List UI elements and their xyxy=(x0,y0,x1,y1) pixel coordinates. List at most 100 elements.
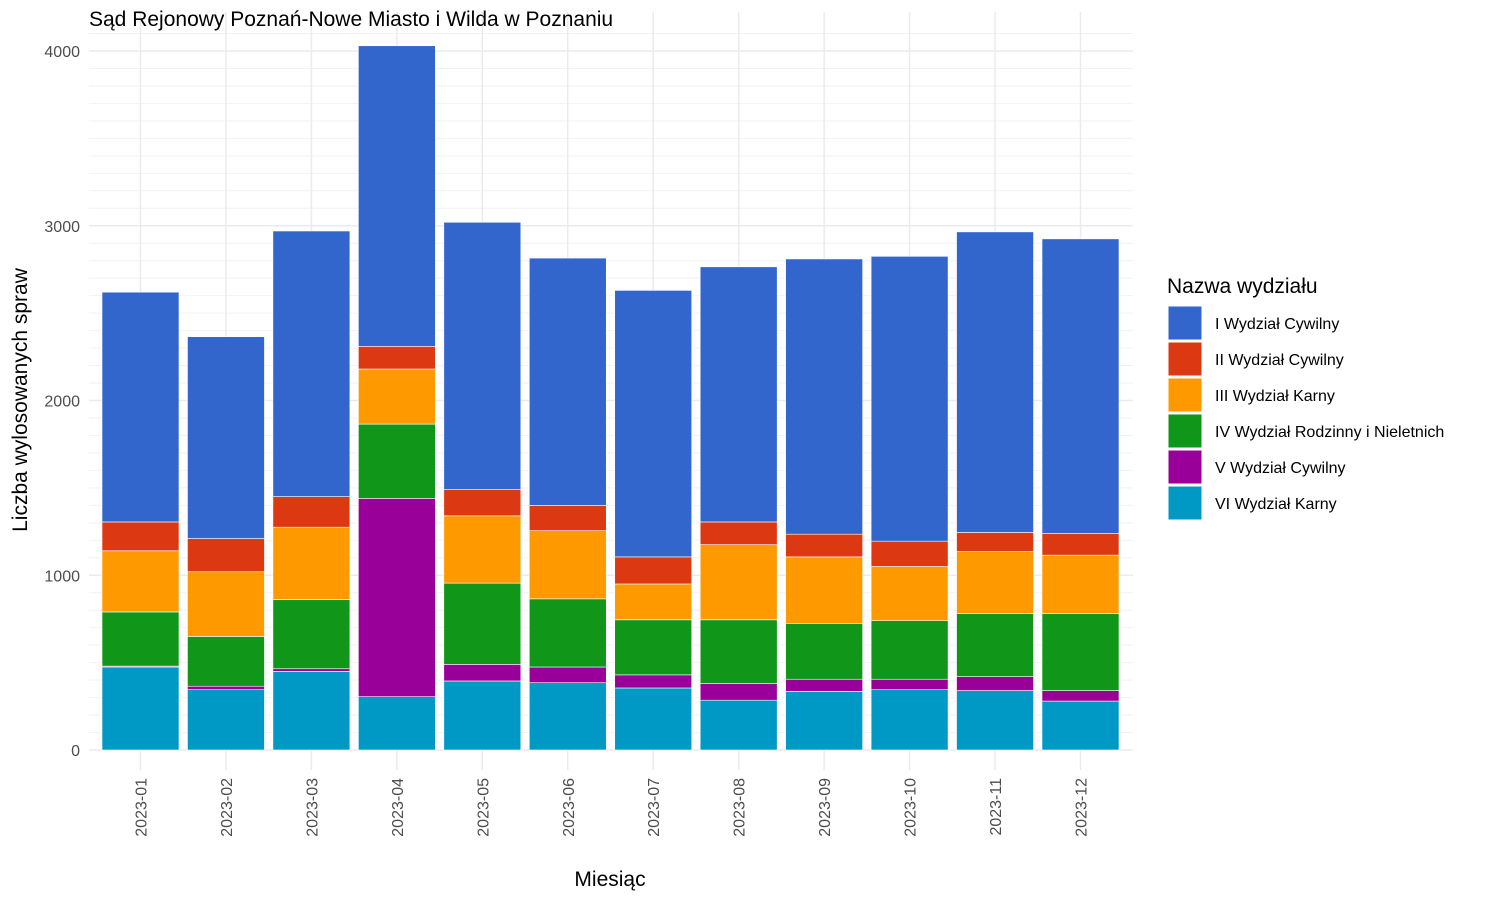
bar-segment xyxy=(272,599,351,670)
x-tick-label: 2023-12 xyxy=(1074,778,1091,837)
bar-segment xyxy=(187,689,265,751)
bar-segment xyxy=(614,556,693,585)
bar-segment xyxy=(358,368,436,425)
bar-segment xyxy=(614,674,693,689)
y-tick-label: 4000 xyxy=(44,44,80,61)
legend-label: II Wydział Cywilny xyxy=(1215,352,1344,369)
bar-segment xyxy=(614,290,693,558)
legend-swatch xyxy=(1167,413,1203,449)
legend-label: IV Wydział Rodzinny i Nieletnich xyxy=(1215,424,1444,441)
bar-segment xyxy=(699,699,778,751)
x-tick-label: 2023-10 xyxy=(903,778,920,837)
legend-swatch xyxy=(1167,341,1203,377)
bar-segment xyxy=(272,668,351,672)
bar-segment xyxy=(699,266,778,523)
bar-segment xyxy=(699,619,778,684)
legend-swatch xyxy=(1167,377,1203,413)
bar-segment xyxy=(272,526,351,601)
bar-segment xyxy=(187,685,265,691)
bar-segment xyxy=(785,533,863,558)
bar-segment xyxy=(443,582,522,665)
bar-segment xyxy=(528,530,607,600)
bar-segment xyxy=(870,620,949,680)
bar-segment xyxy=(187,636,265,687)
legend-title: Nazwa wydziału xyxy=(1167,275,1318,298)
bar-segment xyxy=(528,257,607,506)
legend-label: I Wydział Cywilny xyxy=(1215,316,1339,333)
bar-segment xyxy=(272,230,351,497)
bar-segment xyxy=(870,540,949,567)
bar-segment xyxy=(101,666,180,751)
bar-segment xyxy=(1041,533,1120,556)
bar-segment xyxy=(785,258,863,535)
y-tick-label: 3000 xyxy=(44,219,80,236)
bar-segment xyxy=(358,45,436,347)
bar-segment xyxy=(272,671,351,751)
x-tick-label: 2023-09 xyxy=(817,778,834,837)
bar-segment xyxy=(1041,238,1120,534)
bar-segment xyxy=(1041,690,1120,702)
legend-swatch xyxy=(1167,305,1203,341)
x-axis-ticks: 2023-01 2023-02 2023-03 2023-04 2023-05 2023-… xyxy=(134,778,1091,837)
bar-segment xyxy=(443,515,522,584)
bar-segment xyxy=(785,678,863,692)
legend-label: III Wydział Karny xyxy=(1215,388,1335,405)
bar-segment xyxy=(187,538,265,573)
bar-segment xyxy=(699,521,778,545)
bar-segment xyxy=(528,505,607,531)
bar-segment xyxy=(101,291,180,523)
bar-segment xyxy=(870,566,949,621)
x-tick-label: 2023-07 xyxy=(646,778,663,837)
legend-label: V Wydział Cywilny xyxy=(1215,460,1346,477)
bar-segment xyxy=(785,623,863,680)
bar-stack-group xyxy=(101,45,1120,751)
bar-segment xyxy=(358,696,436,751)
bar-segment xyxy=(101,611,180,667)
bar-segment xyxy=(443,221,522,490)
bar-segment xyxy=(956,676,1034,691)
legend-swatch xyxy=(1167,485,1203,521)
bar-segment xyxy=(614,687,693,751)
bar-segment xyxy=(699,683,778,701)
bar-segment xyxy=(443,664,522,682)
x-tick-label: 2023-01 xyxy=(134,778,151,837)
bar-segment xyxy=(443,680,522,751)
x-axis-title: Miesiąc xyxy=(574,868,645,891)
bar-segment xyxy=(870,678,949,691)
bar-segment xyxy=(1041,700,1120,751)
bar-segment xyxy=(187,571,265,637)
y-tick-label: 2000 xyxy=(44,394,80,411)
bar-segment xyxy=(614,583,693,621)
x-tick-label: 2023-02 xyxy=(219,778,236,837)
x-tick-label: 2023-04 xyxy=(390,778,407,837)
bar-segment xyxy=(785,556,863,624)
bar-segment xyxy=(187,336,265,539)
x-tick-label: 2023-08 xyxy=(732,778,749,837)
x-tick-label: 2023-05 xyxy=(475,778,492,837)
bar-segment xyxy=(528,666,607,684)
bar-segment xyxy=(528,682,607,751)
bar-segment xyxy=(956,231,1034,533)
y-tick-label: 1000 xyxy=(44,568,80,585)
legend-label: VI Wydział Karny xyxy=(1215,496,1337,513)
bar-segment xyxy=(358,423,436,499)
bar-segment xyxy=(956,551,1034,614)
bar-segment xyxy=(1041,554,1120,614)
chart-title: Sąd Rejonowy Poznań-Nowe Miasto i Wilda … xyxy=(89,8,613,31)
legend: Nazwa wydziału I Wydział Cywilny II Wydzi… xyxy=(1167,275,1444,521)
bar-segment xyxy=(101,521,180,552)
bar-segment xyxy=(614,619,693,676)
bar-segment xyxy=(870,256,949,542)
x-tick-label: 2023-06 xyxy=(561,778,578,837)
legend-swatch xyxy=(1167,449,1203,485)
bar-segment xyxy=(528,598,607,668)
bar-segment xyxy=(870,689,949,751)
y-axis-title: Liczba wylosowanych spraw xyxy=(9,267,32,532)
x-tick-label: 2023-03 xyxy=(304,778,321,837)
bar-segment xyxy=(956,613,1034,677)
y-axis-ticks: 0 1000 2000 3000 4000 xyxy=(44,44,80,760)
bar-segment xyxy=(101,550,180,613)
bar-segment xyxy=(272,496,351,528)
bar-segment xyxy=(785,691,863,751)
bar-segment xyxy=(956,532,1034,552)
